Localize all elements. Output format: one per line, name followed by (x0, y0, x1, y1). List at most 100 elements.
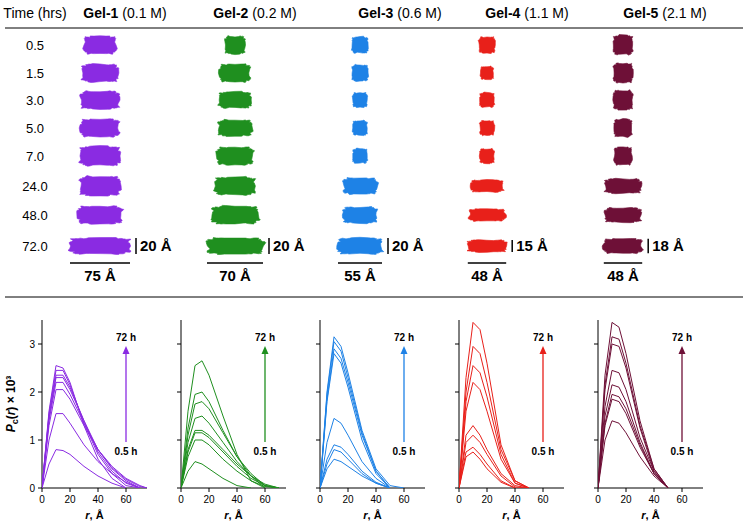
time-label: 7.0 (26, 149, 44, 164)
pr-curve (459, 322, 529, 488)
model-shape (206, 238, 266, 255)
length-scale-bar (468, 262, 506, 264)
x-tick (515, 488, 516, 492)
model-shape (602, 239, 643, 254)
gel-header: Gel-2(0.2 M) (213, 5, 296, 21)
pr-curve (459, 366, 529, 488)
x-tick-label: 0 (456, 494, 462, 505)
pr-curve (42, 382, 147, 488)
x-axis (598, 488, 703, 489)
y-tick (594, 392, 598, 393)
pr-curve (181, 392, 265, 488)
arrow-start-label: 0.5 h (671, 446, 694, 457)
length-scale-label: 55 Å (344, 267, 376, 284)
pr-curve (181, 361, 265, 488)
pr-chart: 0204060r, Å72 h0.5 h (455, 320, 564, 521)
time-arrow (681, 352, 682, 442)
x-tick-label: 0 (317, 494, 323, 505)
length-scale-label: 75 Å (84, 267, 116, 284)
gel-header: Gel-1(0.1 M) (83, 5, 166, 21)
time-header: Time (hrs) (3, 5, 66, 21)
length-scale-bar (604, 262, 642, 264)
length-scale-label: 48 Å (607, 267, 639, 284)
model-shape (83, 36, 118, 55)
model-shape (77, 206, 124, 225)
x-tick (126, 488, 127, 492)
x-tick (626, 488, 627, 492)
model-shape (342, 207, 377, 224)
pr-curve (459, 382, 529, 488)
x-tick-label: 40 (370, 494, 382, 505)
y-axis (598, 320, 599, 488)
y-tick (316, 488, 320, 489)
gel-name: Gel-5 (623, 5, 658, 21)
x-tick-label: 0 (595, 494, 601, 505)
model-shape (467, 240, 507, 253)
model-shape (479, 148, 494, 163)
x-tick (265, 488, 266, 492)
model-shape (470, 180, 504, 193)
model-shape (351, 36, 368, 53)
pr-curve (459, 346, 529, 488)
model-shape (81, 64, 119, 83)
y-tick (455, 488, 459, 489)
arrow-end-label: 72 h (394, 332, 414, 343)
model-shape (352, 64, 369, 81)
arrow-start-label: 0.5 h (254, 446, 277, 457)
x-tick-label: 60 (537, 494, 549, 505)
model-shape (604, 178, 642, 193)
x-tick (543, 488, 544, 492)
y-tick-label: 2 (29, 387, 35, 398)
pr-curve (42, 375, 140, 488)
x-tick-label: 40 (92, 494, 104, 505)
x-axis-title: r, Å (363, 509, 381, 521)
figure: Time (hrs)0.51.53.05.07.024.048.072.0Gel… (0, 0, 748, 529)
pr-curve (42, 390, 147, 488)
y-tick (38, 440, 42, 441)
y-tick (177, 488, 181, 489)
arrow-end-label: 72 h (533, 332, 553, 343)
pr-curve (320, 450, 390, 488)
x-tick (42, 488, 43, 492)
arrow-start-label: 0.5 h (393, 446, 416, 457)
model-shape (68, 238, 131, 255)
x-tick (348, 488, 349, 492)
pr-chart: 0204060r, Å72 h0.5 h (316, 320, 425, 521)
gel-name: Gel-3 (358, 5, 393, 21)
model-shape (613, 63, 633, 83)
pr-curve (459, 452, 515, 488)
pr-curve (181, 416, 279, 488)
model-shape (614, 119, 633, 138)
model-shape (337, 237, 384, 254)
x-tick-label: 20 (203, 494, 215, 505)
time-label: 48.0 (22, 208, 47, 223)
arrow-start-label: 0.5 h (532, 446, 555, 457)
gel-name: Gel-4 (485, 5, 520, 21)
thickness-scale-label: 20 Å (273, 237, 305, 254)
gel-concentration: (1.1 M) (524, 5, 568, 21)
y-tick (316, 392, 320, 393)
x-tick (654, 488, 655, 492)
pr-curve (181, 430, 279, 488)
model-shape (352, 93, 368, 108)
x-tick (209, 488, 210, 492)
thickness-scale-label: 18 Å (652, 237, 684, 254)
y-tick-label: 0 (29, 483, 35, 494)
pr-curve (42, 378, 140, 488)
model-shape (80, 91, 120, 110)
time-arrow-head (540, 346, 547, 354)
thickness-scale-bar (511, 240, 513, 252)
arrow-end-label: 72 h (255, 332, 275, 343)
y-tick-label: 1 (29, 435, 35, 446)
model-shape (79, 119, 120, 137)
x-tick-label: 20 (64, 494, 76, 505)
model-shape (480, 92, 495, 107)
y-tick (38, 392, 42, 393)
gel-name: Gel-1 (83, 5, 118, 21)
y-axis (181, 320, 182, 488)
x-tick-label: 60 (398, 494, 410, 505)
x-tick-label: 60 (676, 494, 688, 505)
x-axis (42, 488, 147, 489)
y-tick (455, 440, 459, 441)
x-tick-label: 20 (481, 494, 493, 505)
